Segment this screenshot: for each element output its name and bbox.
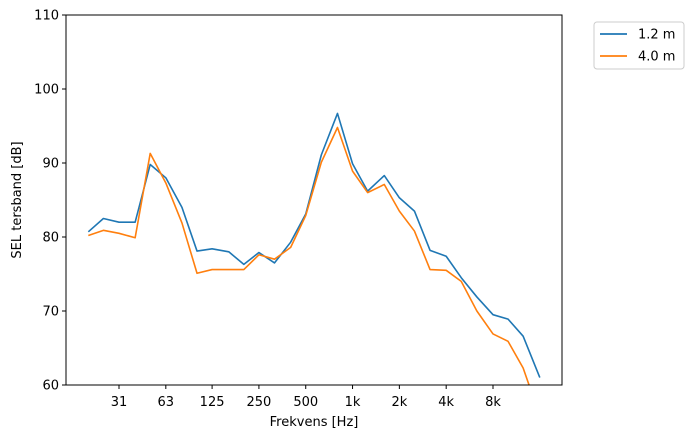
x-tick-label: 500 (293, 395, 318, 410)
series-layer (87, 112, 541, 385)
y-tick-label: 60 (42, 379, 59, 394)
x-axis-label: Frekvens [Hz] (270, 415, 359, 430)
y-tick-label: 90 (42, 157, 59, 172)
x-tick-label: 250 (246, 395, 271, 410)
x-tick-label: 1k (345, 395, 361, 410)
x-tick-label: 2k (391, 395, 407, 410)
plot-area-frame (65, 14, 563, 386)
x-tick-label: 63 (158, 395, 175, 410)
y-tick-label: 100 (34, 83, 59, 98)
x-axis: 31 63 125 250 500 1k 2k 4k 8k (111, 385, 501, 410)
x-tick-label: 125 (200, 395, 225, 410)
x-tick-label: 31 (111, 395, 128, 410)
y-tick-label: 110 (34, 9, 59, 24)
y-tick-label: 70 (42, 305, 59, 320)
x-tick-label: 4k (438, 395, 454, 410)
y-axis-label: SEL tersband [dB] (10, 141, 25, 258)
legend-label: 1.2 m (638, 28, 675, 43)
series-line-2 (88, 126, 530, 385)
series-line-1 (87, 112, 541, 378)
legend-label: 4.0 m (638, 50, 675, 65)
legend: 1.2 m 4.0 m (593, 21, 685, 70)
x-tick-label: 8k (485, 395, 501, 410)
y-axis: 60 70 80 90 100 110 (34, 9, 66, 394)
y-tick-label: 80 (42, 231, 59, 246)
